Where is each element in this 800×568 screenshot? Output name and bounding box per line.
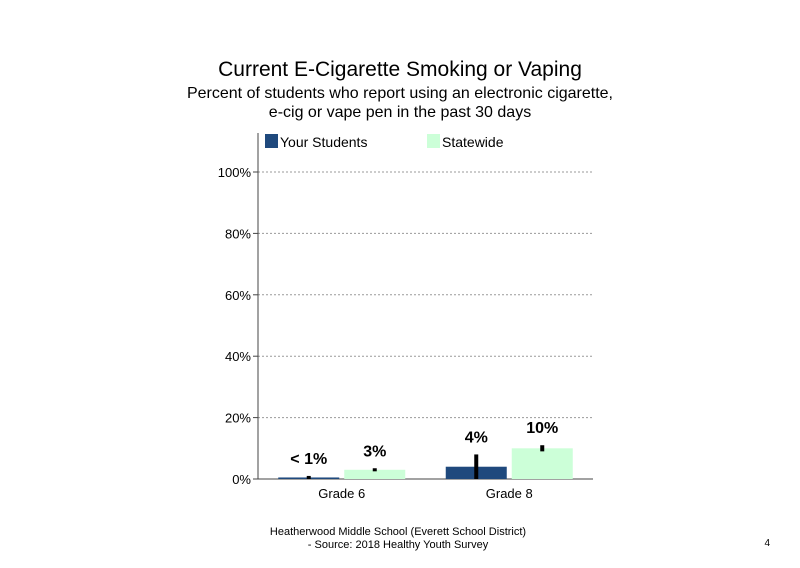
bar <box>511 448 573 479</box>
y-tick-label: 40% <box>225 349 251 364</box>
data-label: 4% <box>465 429 488 446</box>
legend-label: Statewide <box>442 134 504 150</box>
y-tick-label: 100% <box>218 165 252 180</box>
chart-subtitle-line2: e-cig or vape pen in the past 30 days <box>268 104 532 121</box>
legend-swatch <box>427 134 440 148</box>
bar <box>344 469 406 479</box>
error-bar <box>306 475 311 479</box>
page-number: 4 <box>764 538 770 549</box>
chart-subtitle-line1: Percent of students who report using an … <box>186 85 613 102</box>
y-tick-label: 0% <box>232 472 251 487</box>
legend-label: Your Students <box>280 134 367 150</box>
error-bar <box>474 454 479 479</box>
legend-swatch <box>265 134 278 148</box>
data-label: 10% <box>526 420 558 437</box>
footer-school: Heatherwood Middle School (Everett Schoo… <box>269 526 527 538</box>
y-tick-label: 20% <box>225 411 251 426</box>
category-label: Grade 8 <box>486 486 533 501</box>
data-label: 3% <box>363 443 386 460</box>
chart-title: Current E-Cigarette Smoking or Vaping <box>218 58 582 81</box>
y-tick-label: 60% <box>225 288 251 303</box>
error-bar <box>540 445 545 452</box>
category-label: Grade 6 <box>318 486 365 501</box>
error-bar <box>372 468 377 472</box>
data-label: < 1% <box>290 451 327 468</box>
footer-source: - Source: 2018 Healthy Youth Survey <box>307 539 489 551</box>
y-tick-label: 80% <box>225 226 251 241</box>
